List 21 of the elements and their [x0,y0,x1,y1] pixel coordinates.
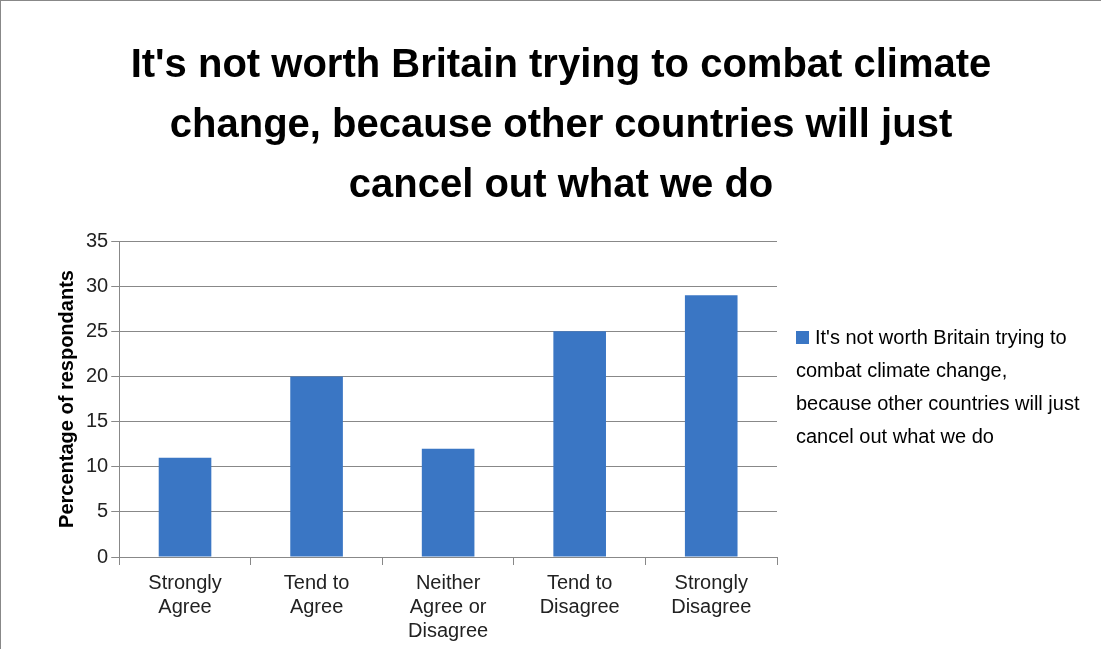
x-tick-label: Strongly Agree [148,570,222,617]
y-tick-label: 35 [86,228,109,251]
legend-label: It's not worth Britain trying to combat climate change, because other countries will just cancel out what we do [796,326,1080,447]
y-tick-label: 0 [97,544,109,567]
bar [290,376,343,557]
bar [158,457,212,557]
bar [553,331,606,557]
bar [421,448,475,557]
y-tick-label: 25 [86,318,109,341]
x-tick-label: Strongly Disagree [671,570,752,617]
bar [684,295,738,557]
y-tick-label: 30 [86,273,109,296]
y-tick-label: 15 [86,409,109,432]
y-tick-label: 5 [97,499,109,522]
chart-title: It's not worth Britain trying to combat climate change, because other countries will just cancel out what we do [129,40,993,207]
x-tick-label: Neither Agree or Disagree [408,570,489,641]
y-tick-label: 20 [86,363,109,386]
y-axis-title: Percentage of respondants [54,270,77,528]
x-tick-label: Tend to Agree [283,570,350,617]
x-tick-label: Tend to Disagree [539,570,620,617]
y-tick-label: 10 [86,454,109,477]
